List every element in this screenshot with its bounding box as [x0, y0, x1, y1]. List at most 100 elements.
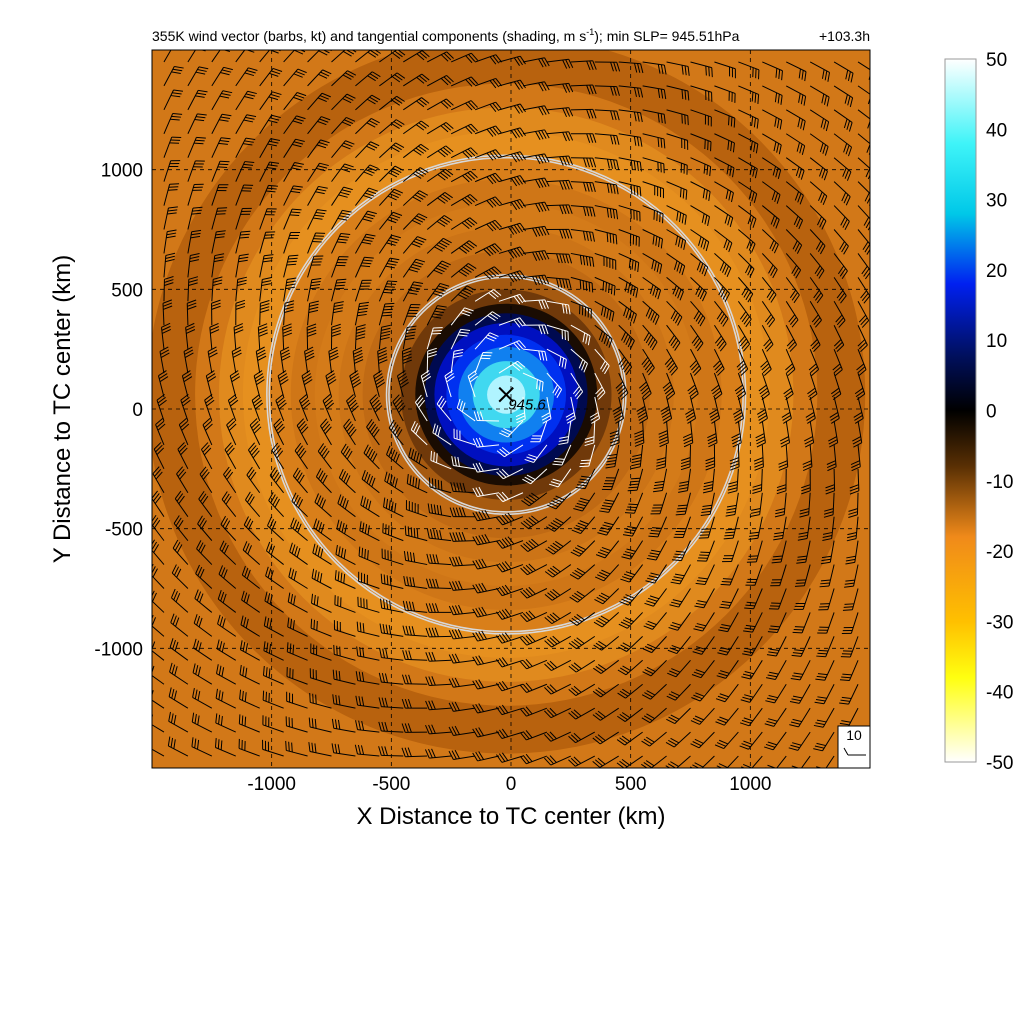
barb-feather — [815, 240, 822, 250]
barb-feather — [772, 166, 777, 176]
barb-feather — [714, 744, 725, 750]
barb-feather — [433, 313, 443, 316]
wind-barb — [428, 477, 452, 494]
barb-feather — [565, 156, 570, 166]
barb-feather — [718, 313, 725, 322]
barb-feather — [284, 309, 294, 313]
barb-feather — [389, 575, 392, 586]
barb-shaft — [152, 600, 165, 613]
barb-feather — [808, 363, 817, 371]
barb-feather — [568, 665, 577, 673]
barb-feather — [366, 145, 376, 151]
barb-feather — [510, 273, 518, 282]
barb-feather — [694, 605, 704, 609]
wind-barb — [498, 198, 526, 211]
barb-shaft — [624, 731, 643, 746]
wind-barb — [691, 659, 715, 679]
barb-feather — [600, 305, 604, 316]
wind-barb — [594, 324, 613, 348]
wind-barb — [474, 332, 499, 350]
wind-barb — [474, 243, 502, 257]
barb-feather — [662, 381, 671, 389]
barb-shaft — [702, 612, 715, 632]
barb-feather — [562, 278, 566, 289]
barb-feather — [652, 234, 655, 245]
barb-feather — [228, 394, 237, 401]
barb-feather — [478, 703, 485, 712]
barb-feather — [501, 562, 509, 571]
barb-shaft — [152, 473, 165, 494]
barb-feather — [269, 518, 275, 529]
barb-feather — [513, 342, 521, 351]
barb-feather — [507, 250, 515, 259]
barb-feather — [814, 769, 823, 772]
barb-shaft — [546, 82, 569, 87]
barb-feather — [721, 624, 731, 627]
barb-shaft — [207, 351, 213, 374]
barb-shaft — [156, 399, 165, 422]
barb-feather — [612, 209, 616, 219]
barb-feather — [353, 356, 363, 361]
barb-shaft — [255, 351, 261, 374]
barb-feather — [346, 93, 356, 99]
barb-feather — [732, 142, 735, 153]
wind-barb — [702, 468, 715, 494]
barb-feather — [613, 409, 622, 415]
barb-feather — [430, 450, 433, 461]
barb-feather — [501, 491, 509, 500]
barb-feather — [670, 367, 678, 376]
barb-feather — [302, 402, 311, 410]
barb-shaft — [546, 155, 569, 159]
barb-feather — [180, 394, 189, 401]
barb-feather — [455, 507, 460, 517]
wind-barb — [187, 183, 204, 206]
barb-feather — [472, 656, 478, 666]
barb-feather — [872, 148, 875, 157]
wind-barb — [410, 420, 428, 446]
barb-shaft — [408, 456, 428, 470]
barb-feather — [603, 307, 607, 317]
barb-feather — [618, 646, 627, 652]
wind-barb — [849, 468, 860, 495]
barb-feather — [695, 313, 702, 322]
barb-feather — [742, 696, 752, 701]
barb-shaft — [233, 327, 237, 350]
barb-shaft — [570, 348, 588, 364]
barb-feather — [522, 683, 530, 692]
barb-feather — [550, 522, 560, 528]
barb-feather — [269, 161, 280, 164]
barb-feather — [852, 439, 862, 445]
barb-feather — [576, 637, 585, 644]
barb-feather — [697, 600, 707, 603]
barb-feather — [388, 624, 392, 635]
barb-feather — [421, 97, 430, 104]
barb-feather — [501, 538, 509, 547]
barb-feather — [467, 101, 476, 110]
barb-shaft — [429, 537, 452, 542]
barb-feather — [752, 490, 762, 494]
wind-barb — [766, 636, 787, 657]
wind-barb — [736, 348, 749, 376]
barb-feather — [840, 699, 850, 702]
barb-feather — [544, 710, 552, 719]
wind-barb — [854, 372, 866, 401]
barb-feather — [337, 744, 341, 754]
barb-feather — [296, 92, 307, 97]
wind-barb — [515, 396, 526, 424]
barb-feather — [438, 242, 448, 248]
barb-shaft — [180, 399, 189, 422]
barb-feather — [274, 447, 282, 456]
barb-feather — [299, 394, 308, 401]
wind-barb — [522, 274, 550, 286]
barb-shaft — [312, 552, 332, 565]
barb-feather — [305, 352, 315, 358]
wind-barb — [558, 420, 572, 445]
barb-feather — [565, 107, 571, 117]
barb-feather — [578, 500, 588, 504]
barb-feather — [707, 436, 717, 442]
barb-feather — [582, 255, 586, 266]
barb-shaft — [642, 205, 664, 215]
barb-shaft — [576, 635, 596, 650]
barb-shaft — [331, 70, 348, 87]
barb-shaft — [426, 283, 441, 302]
